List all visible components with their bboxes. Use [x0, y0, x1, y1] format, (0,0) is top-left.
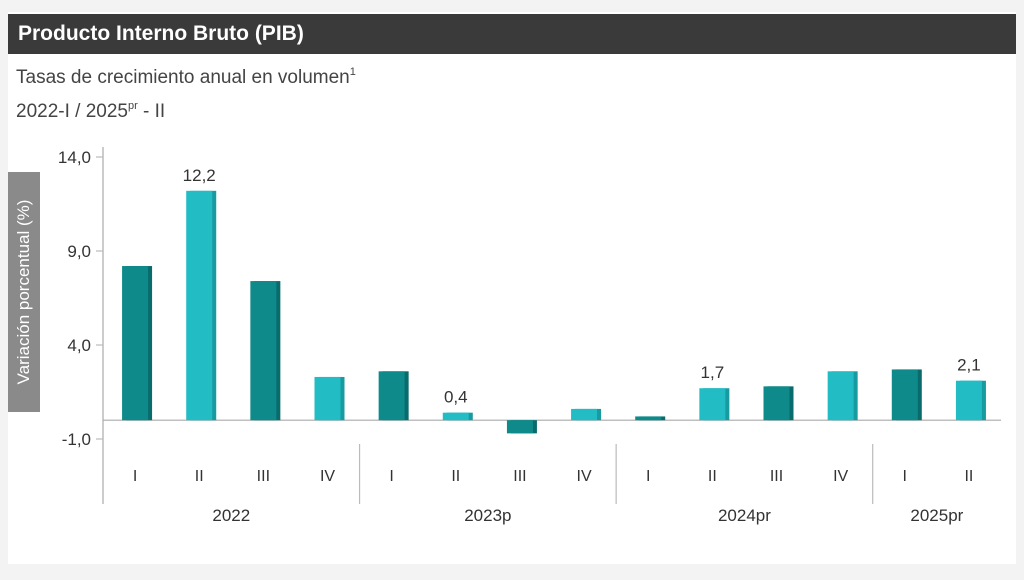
x-tick-label: III — [513, 468, 526, 485]
y-tick-label: 4,0 — [67, 336, 91, 355]
bar — [763, 386, 790, 421]
bar — [250, 281, 277, 421]
x-tick-label: II — [708, 468, 717, 485]
x-tick-label: IV — [833, 468, 848, 485]
x-tick-label: I — [903, 468, 907, 485]
x-tick-label: I — [389, 468, 393, 485]
x-tick-label: I — [646, 468, 650, 485]
y-tick-label: 14,0 — [58, 148, 91, 167]
chart-title: Producto Interno Bruto (PIB) — [8, 14, 1016, 54]
bar — [955, 380, 982, 421]
y-tick-label: 9,0 — [67, 242, 91, 261]
bar — [891, 369, 918, 421]
bar — [442, 412, 469, 421]
data-label: 2,1 — [957, 356, 981, 375]
y-axis-label-box — [8, 172, 40, 412]
x-tick-label: II — [195, 468, 204, 485]
x-tick-label: II — [451, 468, 460, 485]
x-group-label: 2025pr — [910, 506, 963, 525]
x-tick-label: IV — [577, 468, 592, 485]
bar — [827, 371, 854, 421]
data-label: 1,7 — [701, 363, 725, 382]
subtitle-line-1: Tasas de crecimiento anual en volumen1 — [16, 66, 356, 88]
y-tick-label: -1,0 — [62, 430, 91, 449]
x-tick-label: IV — [320, 468, 335, 485]
bar — [699, 388, 726, 421]
x-tick-label: I — [133, 468, 137, 485]
subtitle-line-2: 2022-I / 2025pr - II — [16, 100, 166, 122]
bar — [571, 408, 598, 421]
x-tick-label: III — [257, 468, 270, 485]
data-label: 12,2 — [183, 166, 216, 185]
chart-card: Producto Interno Bruto (PIB) Tasas de cr… — [8, 12, 1016, 564]
bar — [186, 190, 213, 421]
bar — [506, 420, 533, 434]
x-tick-label: III — [770, 468, 783, 485]
x-group-label: 2022 — [212, 506, 250, 525]
x-tick-label: II — [964, 468, 973, 485]
bar — [122, 266, 149, 421]
x-group-label: 2023p — [464, 506, 511, 525]
bar — [378, 371, 405, 421]
bar — [635, 416, 662, 421]
chart-subtitle: Tasas de crecimiento anual en volumen1 2… — [16, 58, 356, 126]
x-group-label: 2024pr — [718, 506, 771, 525]
data-label: 0,4 — [444, 388, 468, 407]
bar — [314, 376, 341, 421]
